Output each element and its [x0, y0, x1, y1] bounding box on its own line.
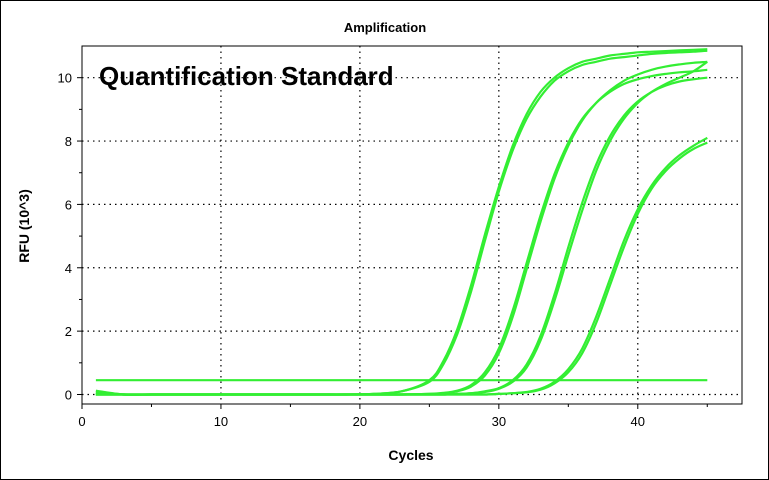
series-line-8 — [95, 141, 708, 396]
overlay-label: Quantification Standard — [99, 61, 394, 91]
y-tick-label: 10 — [58, 71, 72, 86]
plot-area — [81, 45, 743, 405]
y-tick-label: 0 — [65, 387, 72, 402]
x-tick-label: 40 — [631, 414, 645, 429]
series-line-7 — [95, 136, 708, 396]
series-line-3 — [95, 68, 708, 396]
series-line-5 — [95, 76, 708, 396]
grid — [82, 46, 742, 404]
series-line-1 — [95, 48, 708, 396]
y-tick-label: 6 — [65, 197, 72, 212]
x-tick-label: 10 — [214, 414, 228, 429]
x-tick-label: 20 — [353, 414, 367, 429]
x-tick-label: 30 — [492, 414, 506, 429]
axes: 0 10 20 30 40 0 2 4 6 8 10 — [58, 71, 708, 429]
y-axis-label: RFU (10^3) — [16, 189, 32, 263]
chart-title: Amplification — [344, 20, 426, 35]
y-tick-label: 8 — [65, 134, 72, 149]
x-axis-label: Cycles — [388, 447, 433, 463]
y-tick-label: 2 — [65, 324, 72, 339]
series-line-6 — [95, 60, 708, 396]
y-tick-label: 4 — [65, 261, 72, 276]
series-group — [95, 48, 708, 396]
series-line-2 — [95, 49, 708, 396]
x-tick-label: 0 — [78, 414, 85, 429]
series-line-4 — [95, 60, 708, 396]
